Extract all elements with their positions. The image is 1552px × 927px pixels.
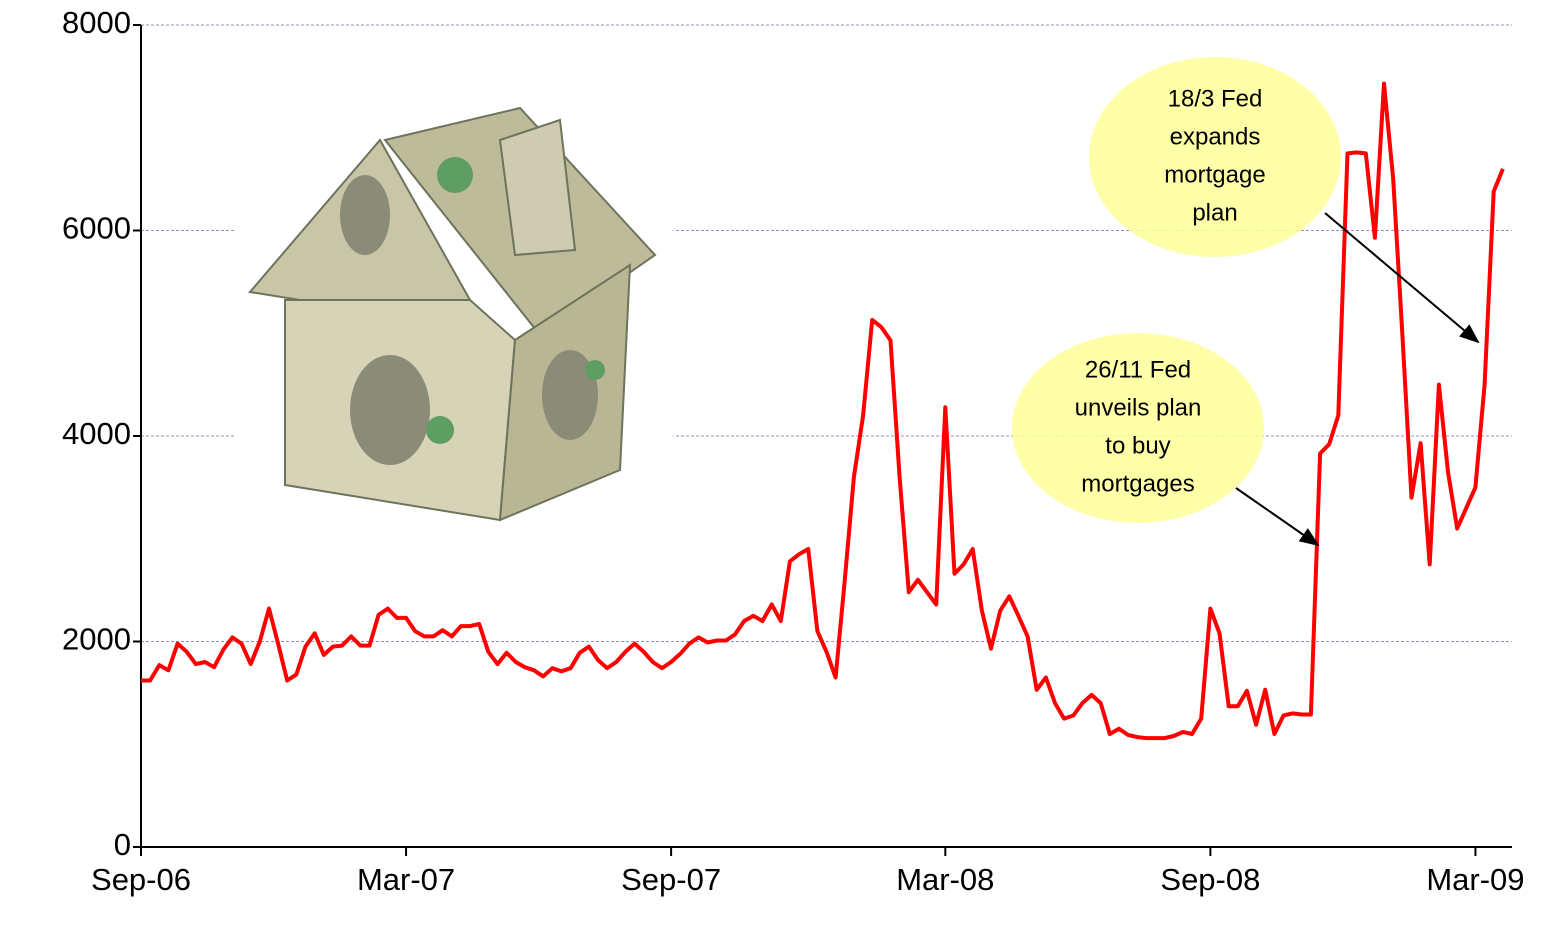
annotation-text: expands	[1170, 123, 1261, 150]
house-picture	[235, 100, 673, 530]
annotation-text: 26/11 Fed	[1085, 356, 1191, 383]
annotation-text: 18/3 Fed	[1168, 85, 1263, 112]
x-tick-label: Sep-07	[621, 862, 721, 897]
data-line	[141, 81, 1505, 741]
x-tick-label: Mar-08	[896, 862, 994, 897]
annotation-arrow	[1324, 212, 1480, 344]
x-tick-label: Sep-06	[91, 862, 191, 897]
annotation-text: unveils plan	[1075, 394, 1202, 421]
x-tick-label: Sep-08	[1160, 862, 1260, 897]
annotations: 18/3 Fed expands mortgage plan 26/11 Fed unve…	[1012, 57, 1480, 547]
annotation-text: plan	[1192, 199, 1237, 226]
y-tick-label: 2000	[62, 622, 131, 657]
y-tick-label: 0	[114, 827, 131, 862]
annotation-arrow	[1235, 487, 1320, 547]
axes: 0 2000 4000 6000 8000 Sep-06 Mar-07 Sep-07 Mar-0…	[62, 5, 1525, 897]
annotation-text: mortgages	[1081, 470, 1194, 497]
annotation-bubble	[1089, 57, 1341, 257]
annotation-text: mortgage	[1164, 161, 1265, 188]
y-tick-label: 8000	[62, 5, 131, 40]
annotation-bubble	[1012, 333, 1264, 523]
plot	[141, 81, 1505, 741]
annotation-text: to buy	[1105, 432, 1170, 459]
y-tick-label: 6000	[62, 211, 131, 246]
x-tick-label: Mar-09	[1426, 862, 1524, 897]
x-tick-label: Mar-07	[357, 862, 455, 897]
y-tick-label: 4000	[62, 416, 131, 451]
